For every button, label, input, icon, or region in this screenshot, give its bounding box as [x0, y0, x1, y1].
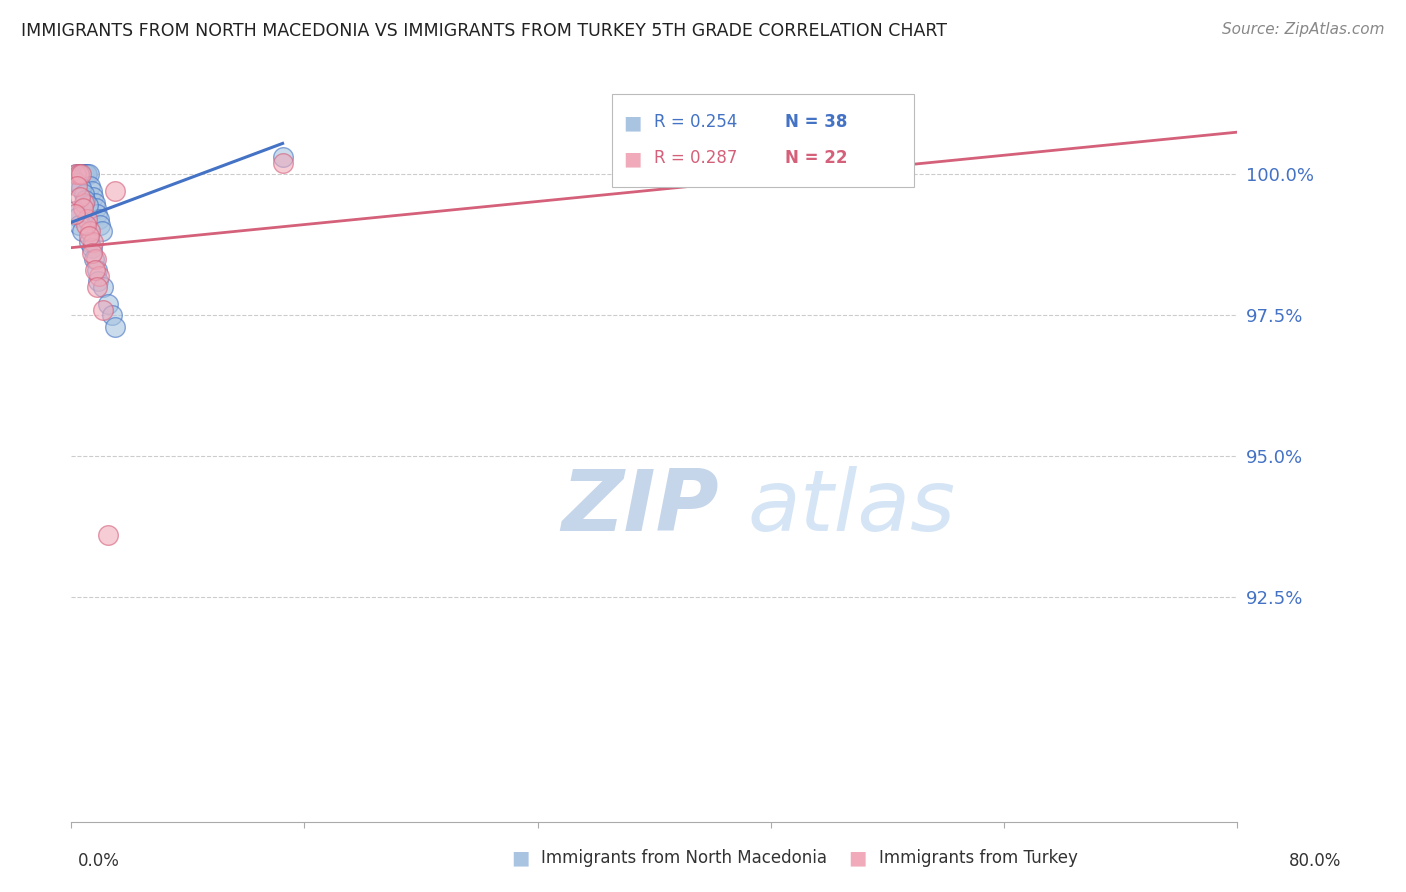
Point [66, 178, 89, 193]
Point [79, 178, 101, 193]
Text: ■: ■ [623, 113, 641, 132]
Point [89, 218, 111, 232]
Point [271, 156, 294, 170]
Point [77, 229, 100, 244]
Point [82, 241, 104, 255]
Point [271, 151, 294, 165]
Point [69, 190, 91, 204]
Text: Immigrants from North Macedonia: Immigrants from North Macedonia [541, 849, 827, 867]
Point [67, 218, 90, 232]
Point [66, 210, 89, 224]
Point [79, 235, 101, 249]
Point [77, 198, 100, 212]
Point [87, 268, 110, 283]
Point [72, 201, 94, 215]
Text: N = 38: N = 38 [785, 113, 846, 131]
Point [63, 207, 86, 221]
Point [72, 187, 94, 202]
Point [73, 195, 96, 210]
Point [87, 275, 110, 289]
Point [87, 212, 110, 227]
Point [75, 193, 97, 207]
Point [67, 168, 90, 182]
Text: ■: ■ [848, 848, 868, 868]
Point [75, 168, 97, 182]
Text: atlas: atlas [748, 467, 956, 549]
Point [76, 212, 98, 227]
Point [67, 168, 90, 182]
Point [70, 168, 93, 182]
Text: N = 22: N = 22 [785, 149, 846, 167]
Point [82, 190, 104, 204]
Text: 0.0%: 0.0% [77, 852, 120, 870]
Point [90, 224, 112, 238]
Point [84, 252, 107, 266]
Point [63, 173, 86, 187]
Point [84, 201, 107, 215]
Point [82, 235, 104, 249]
Point [91, 302, 114, 317]
Point [91, 280, 114, 294]
Text: Immigrants from Turkey: Immigrants from Turkey [879, 849, 1077, 867]
Point [97, 297, 120, 311]
Point [69, 181, 91, 195]
Point [104, 319, 127, 334]
Text: ZIP: ZIP [561, 467, 718, 549]
Point [70, 168, 93, 182]
Point [83, 252, 105, 266]
Point [80, 246, 103, 260]
Text: Source: ZipAtlas.com: Source: ZipAtlas.com [1222, 22, 1385, 37]
Text: ■: ■ [623, 149, 641, 168]
Point [65, 168, 87, 182]
Point [86, 263, 108, 277]
Point [80, 184, 103, 198]
Point [101, 308, 124, 322]
Point [83, 263, 105, 277]
Point [104, 184, 127, 198]
Point [72, 168, 94, 182]
Point [86, 280, 108, 294]
Point [83, 195, 105, 210]
Text: R = 0.254: R = 0.254 [654, 113, 737, 131]
Point [66, 176, 89, 190]
Point [76, 168, 98, 182]
Point [70, 224, 93, 238]
Text: R = 0.287: R = 0.287 [654, 149, 737, 167]
Point [79, 224, 101, 238]
Text: 80.0%: 80.0% [1288, 852, 1341, 870]
Point [97, 528, 120, 542]
Point [75, 218, 97, 232]
Point [73, 168, 96, 182]
Text: IMMIGRANTS FROM NORTH MACEDONIA VS IMMIGRANTS FROM TURKEY 5TH GRADE CORRELATION : IMMIGRANTS FROM NORTH MACEDONIA VS IMMIG… [21, 22, 948, 40]
Point [77, 168, 100, 182]
Point [63, 204, 86, 219]
Point [65, 168, 87, 182]
Point [86, 207, 108, 221]
Point [69, 168, 91, 182]
Text: ■: ■ [510, 848, 530, 868]
